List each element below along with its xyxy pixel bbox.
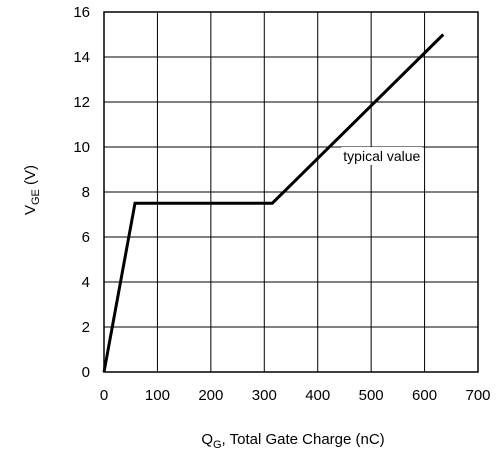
- annotations: typical value: [341, 147, 423, 165]
- x-tick-label: 100: [145, 387, 170, 404]
- x-axis-title-main: Q: [201, 431, 213, 448]
- y-axis-title: VGE (V): [22, 165, 42, 215]
- y-tick-label: 16: [73, 4, 90, 21]
- y-tick-labels: 0 2 4 6 8 10 12 14 16: [73, 4, 90, 381]
- series-layer: [102, 33, 445, 373]
- grid-lines: [104, 12, 478, 372]
- y-tick-label: 4: [82, 274, 90, 291]
- y-tick-label: 14: [73, 49, 90, 66]
- x-axis-title: QG, Total Gate Charge (nC): [201, 431, 384, 451]
- x-tick-label: 0: [100, 387, 108, 404]
- x-tick-label: 300: [252, 387, 277, 404]
- y-axis-title-rest: (V): [22, 165, 39, 189]
- x-tick-label: 500: [359, 387, 384, 404]
- x-tick-label: 700: [465, 387, 490, 404]
- x-axis-title-rest: , Total Gate Charge (nC): [222, 431, 385, 448]
- series-line: [102, 33, 445, 373]
- x-axis-title-subscript: G: [213, 439, 222, 451]
- y-tick-label: 12: [73, 94, 90, 111]
- y-axis-title-main: V: [22, 205, 39, 215]
- x-tick-label: 400: [305, 387, 330, 404]
- y-tick-label: 8: [82, 184, 90, 201]
- plot-frame: [103, 11, 479, 373]
- annotation-label: typical value: [343, 148, 420, 164]
- y-tick-label: 6: [82, 229, 90, 246]
- y-tick-label: 0: [82, 364, 90, 381]
- y-tick-label: 2: [82, 319, 90, 336]
- y-tick-label: 10: [73, 139, 90, 156]
- x-tick-label: 200: [198, 387, 223, 404]
- x-tick-label: 600: [412, 387, 437, 404]
- y-axis-title-subscript: GE: [30, 189, 42, 205]
- x-tick-labels: 0 100 200 300 400 500 600 700: [100, 387, 491, 404]
- annotation-background: [341, 147, 423, 165]
